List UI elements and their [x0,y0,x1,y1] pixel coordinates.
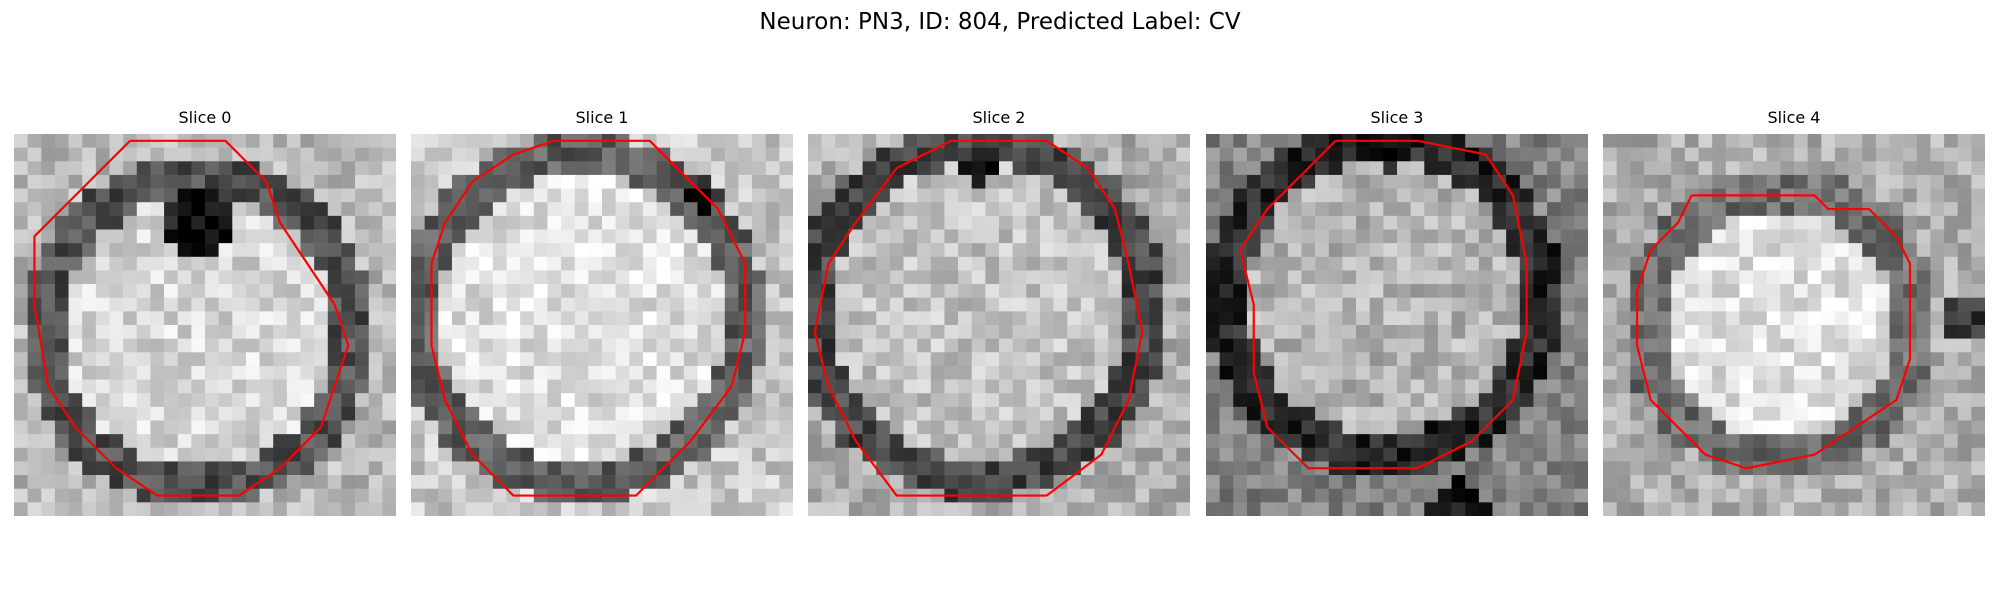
pixel-grid [1206,134,1588,516]
slice-image-1 [411,134,793,516]
figure-title: Neuron: PN3, ID: 804, Predicted Label: C… [759,9,1241,35]
slice-title-4: Slice 4 [1767,108,1821,127]
slice-image-3 [1206,134,1588,516]
contour-line [813,139,1144,497]
contour-line [1239,139,1528,470]
slice-image-2 [808,134,1190,516]
slice-image-4 [1603,134,1985,516]
slice-panel-4: Slice 4 [1603,108,1985,516]
slice-panel-1: Slice 1 [411,108,793,516]
pixel-grid [1603,134,1985,516]
slice-title-1: Slice 1 [575,108,629,127]
slice-title-0: Slice 0 [178,108,232,127]
pixel-grid [808,134,1190,516]
slice-panel-2: Slice 2 [808,108,1190,516]
slice-image-0 [14,134,396,516]
contour-line [1636,194,1912,470]
contour-line [33,139,350,497]
contour-line [430,139,747,497]
slice-panel-3: Slice 3 [1206,108,1588,516]
pixel-grid [14,134,396,516]
slice-title-2: Slice 2 [972,108,1026,127]
slice-panel-0: Slice 0 [14,108,396,516]
slice-title-3: Slice 3 [1370,108,1424,127]
pixel-grid [411,134,793,516]
